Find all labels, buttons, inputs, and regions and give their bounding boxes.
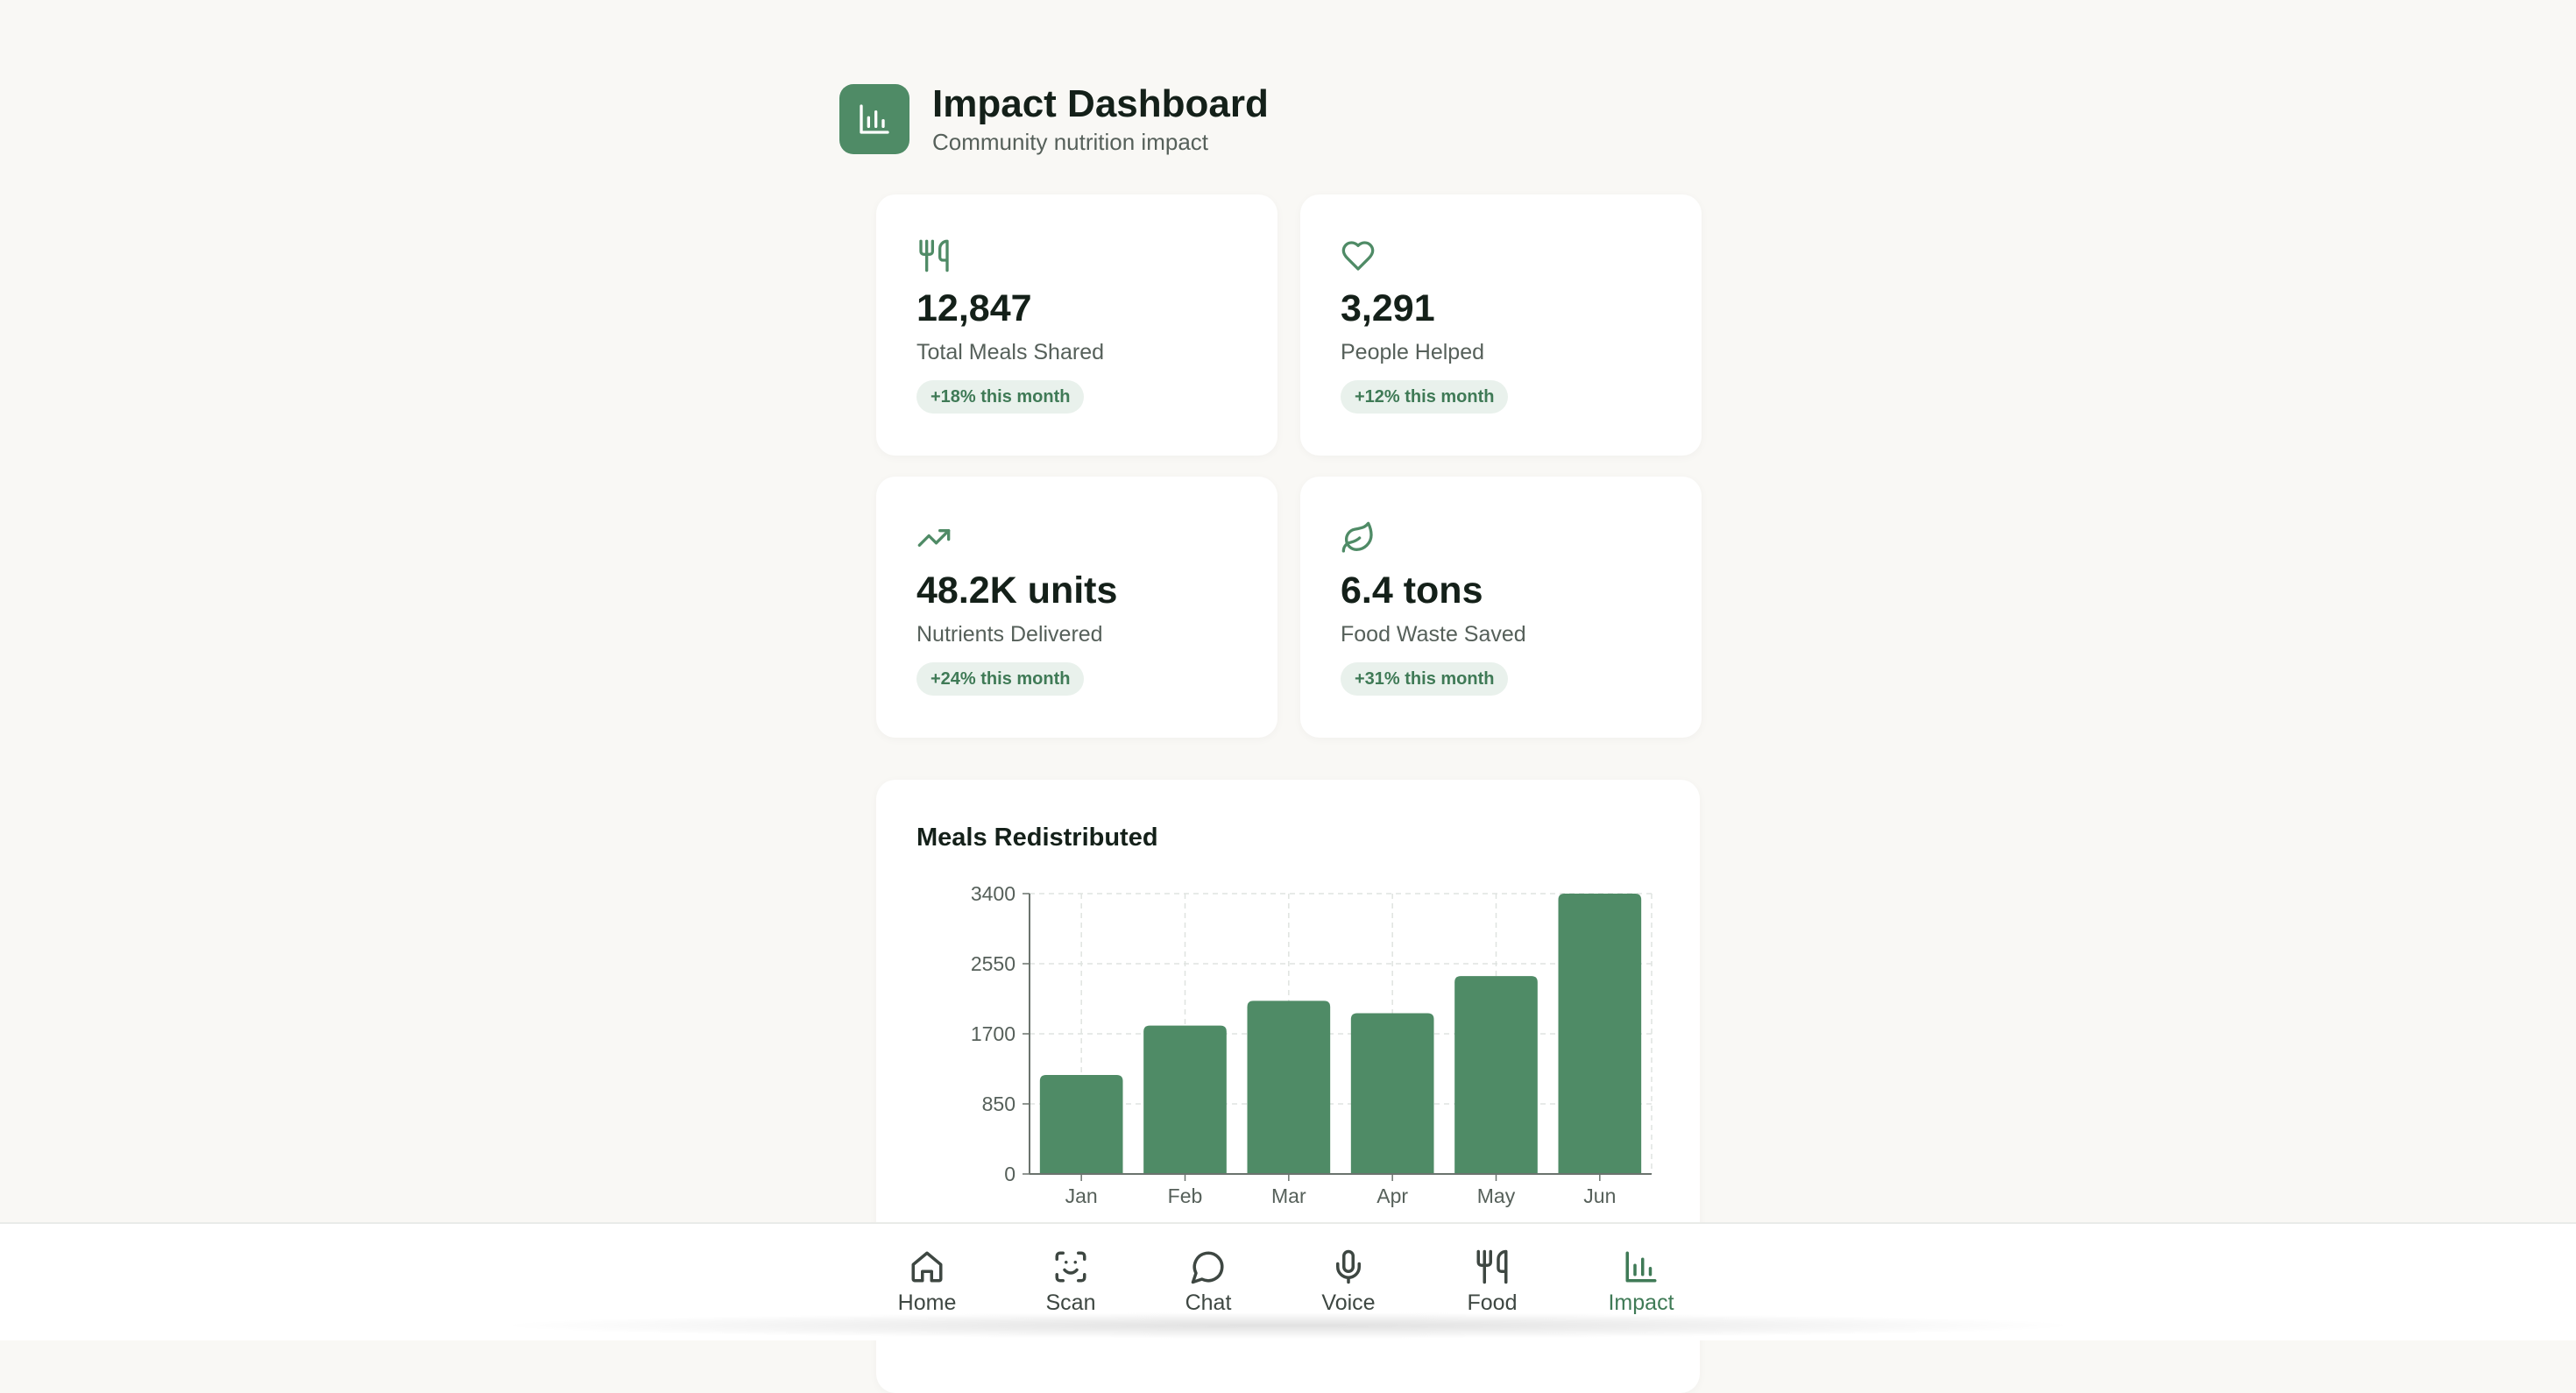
x-tick-label: Jun (1583, 1184, 1616, 1207)
stat-card-nutrients: 48.2K units Nutrients Delivered +24% thi… (876, 477, 1277, 738)
heart-icon (1341, 238, 1376, 273)
nav-label: Home (897, 1290, 957, 1315)
nav-item-food[interactable]: Food (1431, 1248, 1553, 1316)
bar-chart-icon (839, 84, 909, 154)
stat-card-people: 3,291 People Helped +12% this month (1300, 194, 1702, 456)
stat-card-meals: 12,847 Total Meals Shared +18% this mont… (876, 194, 1277, 456)
stat-change-badge: +24% this month (916, 662, 1085, 696)
page-title: Impact Dashboard (932, 82, 1269, 125)
nav-item-home[interactable]: Home (866, 1248, 988, 1316)
bar-mar (1247, 1001, 1331, 1174)
bar-chart-icon (1625, 1251, 1657, 1283)
bottom-nav: Home Scan Chat Voice Food Impact (0, 1222, 2576, 1340)
bar-apr (1350, 1013, 1434, 1174)
y-tick-label: 0 (1004, 1163, 1016, 1185)
y-tick-label: 850 (982, 1092, 1016, 1115)
chart-title: Meals Redistributed (916, 824, 1158, 852)
scan-icon (1055, 1251, 1086, 1283)
stat-label: People Helped (1341, 340, 1485, 364)
nav-label: Chat (1185, 1290, 1232, 1315)
nav-label: Voice (1321, 1290, 1376, 1315)
leaf-icon (1341, 520, 1376, 555)
stat-change-badge: +18% this month (916, 380, 1085, 414)
nav-label: Scan (1045, 1290, 1096, 1315)
nav-label: Food (1467, 1290, 1518, 1315)
utensils-icon (1476, 1249, 1508, 1284)
bar-jan (1039, 1075, 1123, 1174)
page-subtitle: Community nutrition impact (932, 129, 1208, 155)
utensils-icon (916, 238, 952, 273)
x-tick-label: Jan (1065, 1184, 1098, 1207)
trending-up-icon (916, 520, 952, 555)
x-tick-label: Apr (1376, 1184, 1408, 1207)
bar-jun (1558, 894, 1642, 1174)
stat-card-waste: 6.4 tons Food Waste Saved +31% this mont… (1300, 477, 1702, 738)
nav-item-scan[interactable]: Scan (1009, 1248, 1132, 1316)
nav-item-impact[interactable]: Impact (1580, 1248, 1702, 1316)
bar-feb (1143, 1025, 1227, 1174)
stat-value: 12,847 (916, 287, 1032, 329)
y-tick-label: 2550 (971, 952, 1016, 975)
y-tick-label: 3400 (971, 882, 1016, 905)
meals-bar-chart: 0 850 1700 2550 3400 Jan Feb Mar Apr May Jun (971, 882, 1652, 1207)
stat-label: Food Waste Saved (1341, 622, 1526, 647)
stat-value: 48.2K units (916, 569, 1118, 612)
x-tick-label: May (1477, 1184, 1516, 1207)
stat-label: Total Meals Shared (916, 340, 1105, 364)
stat-value: 3,291 (1341, 287, 1435, 329)
nav-shadow (491, 1312, 2085, 1339)
x-tick-label: Mar (1271, 1184, 1306, 1207)
stat-change-badge: +31% this month (1341, 662, 1509, 696)
bar-may (1454, 976, 1538, 1174)
stat-change-badge: +12% this month (1341, 380, 1509, 414)
microphone-icon (1336, 1249, 1361, 1284)
nav-label: Impact (1608, 1290, 1674, 1315)
nav-item-chat[interactable]: Chat (1147, 1248, 1270, 1316)
chat-icon (1191, 1251, 1224, 1284)
nav-item-voice[interactable]: Voice (1287, 1248, 1410, 1316)
home-icon (911, 1251, 943, 1283)
page-header: Impact Dashboard Community nutrition imp… (839, 82, 1269, 156)
y-tick-label: 1700 (971, 1022, 1016, 1045)
stat-label: Nutrients Delivered (916, 622, 1103, 647)
stat-value: 6.4 tons (1341, 569, 1483, 612)
x-tick-label: Feb (1168, 1184, 1203, 1207)
